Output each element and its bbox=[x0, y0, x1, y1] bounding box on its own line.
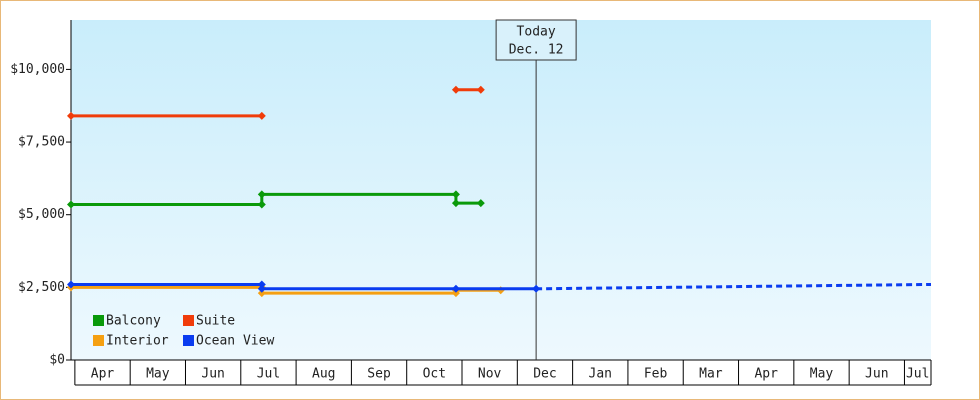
x-tick-label: Dec bbox=[533, 367, 556, 382]
x-tick-label: Jun bbox=[201, 367, 224, 382]
x-tick-label: Jul bbox=[906, 367, 929, 382]
legend-label: Interior bbox=[106, 334, 169, 349]
series-line bbox=[71, 88, 481, 118]
x-tick-label: Apr bbox=[754, 367, 778, 382]
y-tick-label: $5,000 bbox=[18, 207, 65, 222]
point bbox=[257, 200, 266, 209]
legend-swatch bbox=[183, 315, 194, 326]
legend-label: Suite bbox=[196, 314, 235, 329]
point bbox=[451, 199, 460, 208]
x-tick-label: Sep bbox=[367, 367, 391, 382]
series-line bbox=[71, 192, 481, 207]
x-tick-label: Jan bbox=[589, 367, 612, 382]
point bbox=[257, 190, 266, 199]
y-tick-label: $7,500 bbox=[18, 135, 65, 150]
y-tick-label: $2,500 bbox=[18, 280, 65, 295]
today-label: Today bbox=[517, 25, 556, 40]
x-tick-label: Aug bbox=[312, 367, 335, 382]
point bbox=[67, 280, 75, 289]
forecast-line bbox=[536, 282, 932, 291]
point bbox=[451, 190, 460, 199]
point bbox=[67, 200, 75, 209]
today-box bbox=[495, 19, 577, 61]
y-tick-label: $0 bbox=[49, 353, 65, 368]
x-tick-label: Oct bbox=[423, 367, 446, 382]
x-tick-label: Nov bbox=[478, 367, 502, 382]
point bbox=[257, 111, 266, 120]
x-tick-label: May bbox=[146, 367, 170, 382]
point bbox=[476, 199, 485, 208]
x-tick-label: Jun bbox=[865, 367, 888, 382]
point bbox=[67, 111, 75, 120]
point bbox=[451, 284, 460, 293]
x-tick-label: Apr bbox=[91, 367, 115, 382]
legend-label: Ocean View bbox=[196, 334, 274, 349]
legend-swatch bbox=[183, 335, 194, 346]
point bbox=[451, 85, 460, 94]
plot-area bbox=[71, 20, 931, 360]
legend-label: Balcony bbox=[106, 314, 161, 329]
point bbox=[257, 280, 266, 289]
legend-swatch bbox=[93, 335, 104, 346]
x-tick-label: May bbox=[810, 367, 834, 382]
x-tick-label: Feb bbox=[644, 367, 668, 382]
today-date: Dec. 12 bbox=[509, 43, 564, 58]
legend-swatch bbox=[93, 315, 104, 326]
x-tick-label: Jul bbox=[257, 367, 280, 382]
point bbox=[257, 289, 266, 298]
point bbox=[476, 85, 485, 94]
point bbox=[257, 284, 266, 293]
y-tick-label: $10,000 bbox=[10, 62, 65, 77]
x-tick-label: Mar bbox=[699, 367, 723, 382]
